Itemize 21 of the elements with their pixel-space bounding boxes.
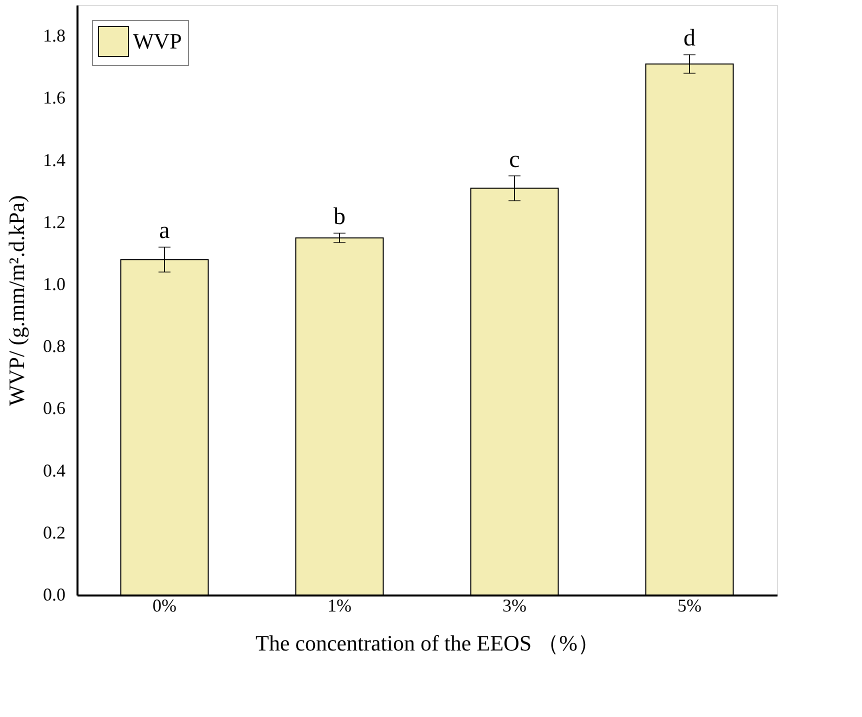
x-tick-label: 1% — [328, 596, 352, 616]
annotation: d — [684, 26, 696, 52]
y-tick-label: 0.2 — [43, 522, 66, 542]
annotation: a — [159, 218, 170, 244]
y-tick-label: 0.8 — [43, 336, 66, 356]
y-tick-label: 0.6 — [43, 398, 66, 418]
x-axis-title: The concentration of the EEOS （%） — [256, 630, 600, 656]
y-tick-label: 0.4 — [43, 460, 66, 480]
y-tick-label: 1.8 — [43, 26, 66, 46]
x-tick-label: 5% — [678, 596, 702, 616]
y-tick-label: 1.2 — [43, 212, 66, 232]
legend-label: WVP — [133, 28, 182, 54]
x-tick-label: 3% — [502, 596, 526, 616]
annotation: c — [509, 146, 520, 173]
x-tick-label: 0% — [152, 596, 176, 616]
y-tick-label: 1.0 — [43, 274, 66, 294]
y-axis-title: WVP/ (g.mm/m².d.kPa) — [4, 195, 29, 406]
annotation: b — [334, 204, 346, 230]
y-tick-label: 0.0 — [43, 584, 66, 604]
y-tick-label: 1.4 — [43, 150, 66, 170]
y-tick-label: 1.6 — [43, 88, 66, 108]
